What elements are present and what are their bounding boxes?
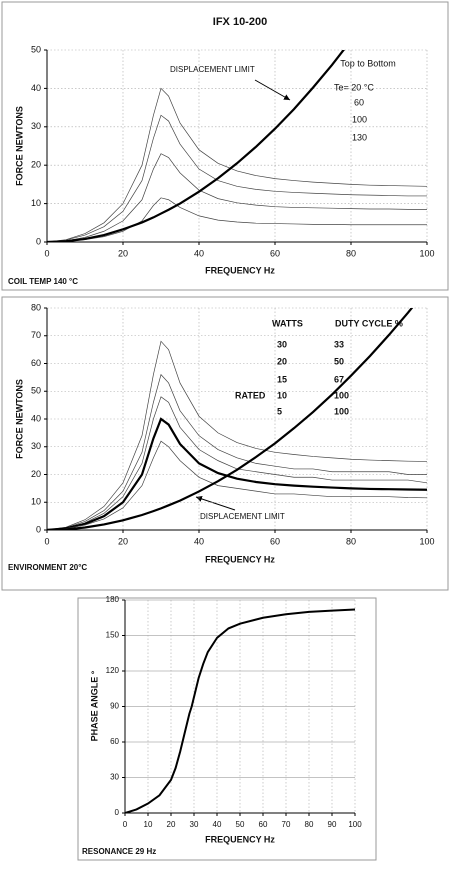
legend-note-item: 130	[352, 132, 367, 142]
panel-border	[1, 296, 449, 591]
legend-note-item: 100	[352, 114, 367, 124]
y-axis-title: FORCE NEWTONS	[14, 106, 24, 186]
x-tick-label: 100	[419, 536, 434, 546]
plot-lines	[125, 608, 355, 813]
x-tick-label: 90	[328, 820, 337, 829]
y-tick-label: 40	[31, 413, 41, 423]
legend-note-title: Top to Bottom	[340, 58, 396, 68]
y-axis-title: PHASE ANGLE °	[89, 670, 99, 741]
y-tick-label: 150	[106, 631, 120, 640]
data-line	[47, 440, 427, 530]
x-axis-title: FREQUENCY Hz	[205, 554, 275, 564]
x-tick-label: 40	[194, 536, 204, 546]
y-tick-label: 60	[110, 737, 119, 746]
plot-lines	[47, 50, 427, 242]
y-tick-label: 0	[36, 524, 41, 534]
panel-border	[1, 1, 449, 291]
table-cell: 100	[334, 390, 349, 400]
y-tick-label: 120	[106, 666, 120, 675]
legend-note-item: 60	[354, 97, 364, 107]
y-tick-label: 50	[31, 386, 41, 396]
chart-title: IFX 10-200	[213, 16, 267, 28]
table-cell: 20	[277, 356, 287, 366]
table-cell: 5	[277, 406, 282, 416]
y-tick-label: 0	[115, 808, 120, 817]
y-tick-label: 10	[31, 198, 41, 208]
table-cell: 15	[277, 374, 287, 384]
x-tick-label: 30	[190, 820, 199, 829]
annotation: DISPLACEMENT LIMIT	[200, 512, 285, 521]
table-cell: 67	[334, 374, 344, 384]
x-tick-label: 50	[236, 820, 245, 829]
y-tick-label: 80	[31, 302, 41, 312]
y-tick-label: 30	[31, 441, 41, 451]
data-line	[125, 608, 355, 813]
y-tick-label: 40	[31, 83, 41, 93]
x-tick-label: 10	[144, 820, 153, 829]
y-tick-label: 0	[36, 236, 41, 246]
x-tick-label: 0	[44, 536, 49, 546]
x-tick-label: 80	[305, 820, 314, 829]
data-line	[47, 396, 427, 530]
data-line	[47, 153, 427, 242]
table-cell: 33	[334, 339, 344, 349]
data-line	[47, 87, 427, 242]
x-tick-label: 20	[118, 536, 128, 546]
x-tick-label: 100	[348, 820, 362, 829]
data-line	[47, 417, 427, 530]
x-tick-label: 60	[259, 820, 268, 829]
legend-note-item: Te= 20 °C	[334, 82, 374, 92]
data-line	[47, 197, 427, 242]
table-header: DUTY CYCLE %	[335, 318, 403, 328]
x-tick-label: 80	[346, 536, 356, 546]
data-line	[47, 373, 427, 530]
annotation-arrow	[195, 496, 236, 511]
data-line	[47, 50, 345, 242]
x-tick-label: 20	[118, 248, 128, 258]
y-tick-label: 30	[110, 773, 119, 782]
panel-border	[77, 597, 377, 861]
x-tick-label: 20	[167, 820, 176, 829]
annotation-arrow	[254, 79, 291, 101]
x-axis-title: FREQUENCY Hz	[205, 834, 275, 844]
footnote: ENVIRONMENT 20°C	[8, 563, 87, 572]
x-tick-label: 60	[270, 248, 280, 258]
table-cell: 50	[334, 356, 344, 366]
y-tick-label: 20	[31, 160, 41, 170]
x-tick-label: 0	[44, 248, 49, 258]
table-cell: 10	[277, 390, 287, 400]
x-tick-label: 40	[213, 820, 222, 829]
x-tick-label: 60	[270, 536, 280, 546]
footnote: COIL TEMP 140 °C	[8, 277, 78, 286]
data-line	[47, 340, 427, 530]
x-tick-label: 80	[346, 248, 356, 258]
table-header: WATTS	[272, 318, 303, 328]
x-axis-title: FREQUENCY Hz	[205, 265, 275, 275]
table-label: RATED	[235, 390, 266, 400]
table-cell: 30	[277, 339, 287, 349]
y-tick-label: 90	[110, 702, 119, 711]
x-tick-label: 0	[123, 820, 128, 829]
plot-lines	[47, 308, 427, 530]
y-axis-title: FORCE NEWTONS	[14, 379, 24, 459]
y-tick-label: 30	[31, 121, 41, 131]
y-tick-label: 60	[31, 358, 41, 368]
y-tick-label: 70	[31, 330, 41, 340]
y-tick-label: 180	[106, 595, 120, 604]
data-line	[47, 308, 414, 530]
annotation: DISPLACEMENT LIMIT	[170, 65, 255, 74]
footnote: RESONANCE 29 Hz	[82, 847, 156, 856]
x-tick-label: 100	[419, 248, 434, 258]
table-cell: 100	[334, 406, 349, 416]
y-tick-label: 20	[31, 469, 41, 479]
y-tick-label: 50	[31, 44, 41, 54]
x-tick-label: 70	[282, 820, 291, 829]
y-tick-label: 10	[31, 497, 41, 507]
data-line	[47, 114, 427, 242]
x-tick-label: 40	[194, 248, 204, 258]
